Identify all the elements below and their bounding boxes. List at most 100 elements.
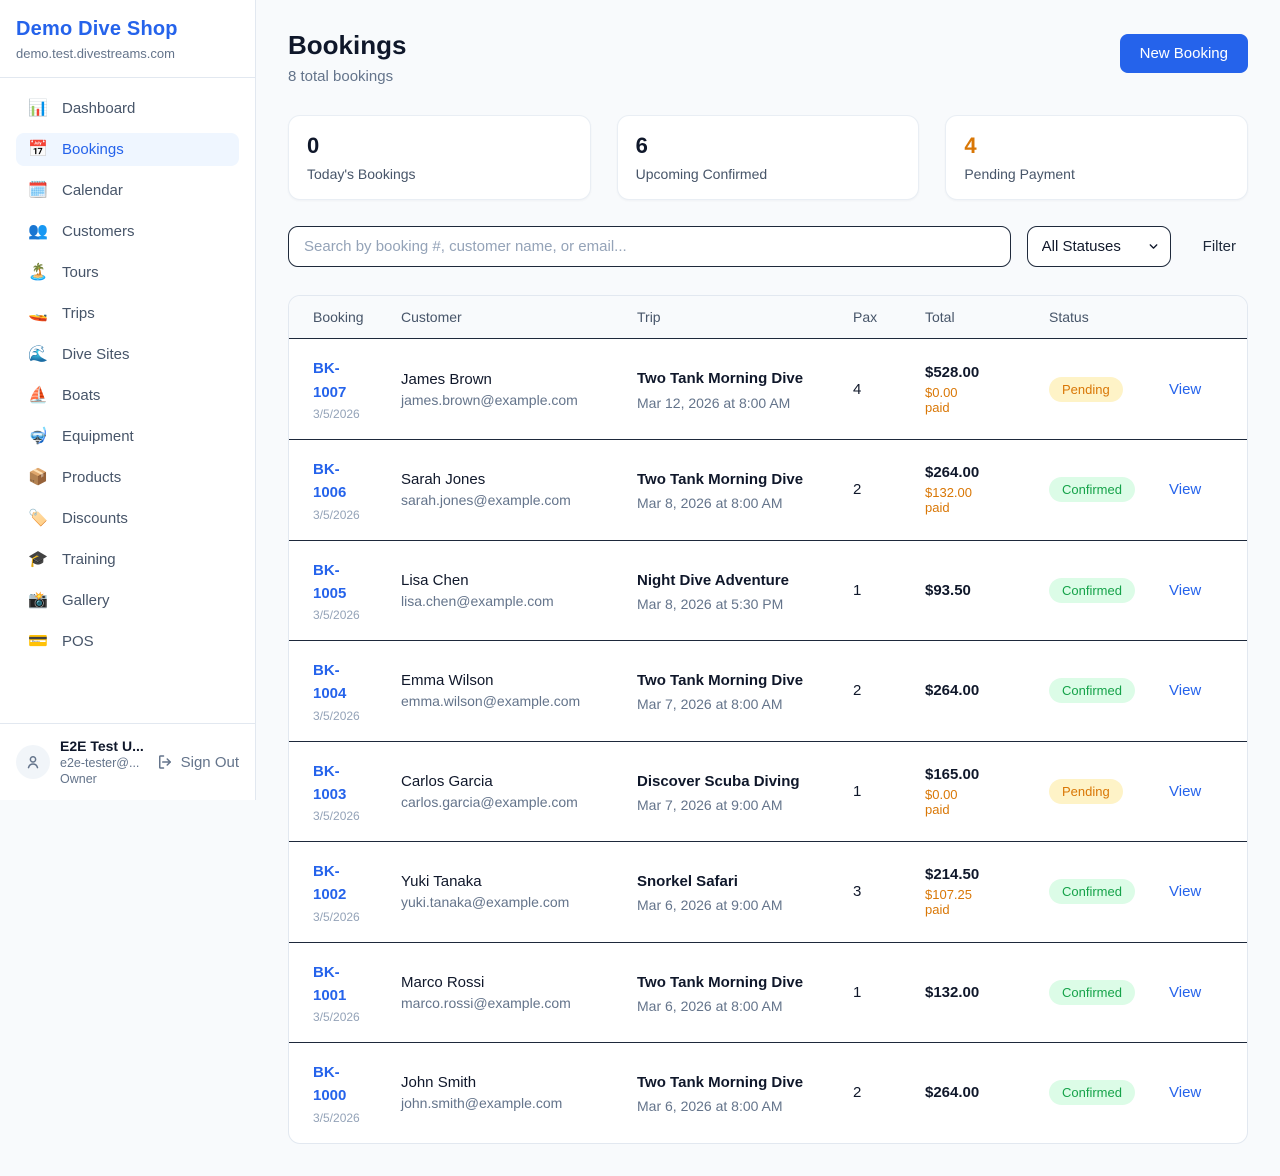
view-link[interactable]: View [1169,1084,1202,1102]
pax-count: 2 [853,481,862,499]
booking-link[interactable]: BK-1000 [313,1064,347,1105]
trip-datetime: Mar 6, 2026 at 8:00 AM [637,997,783,1014]
sidebar-item-boats[interactable]: ⛵ Boats [16,379,239,412]
total-amount: $264.00 [925,464,980,482]
users-icon: 👥 [28,222,48,240]
view-link[interactable]: View [1169,883,1202,901]
view-link[interactable]: View [1169,380,1202,398]
customer-name: Sarah Jones [401,471,486,489]
trip-datetime: Mar 6, 2026 at 9:00 AM [637,897,783,914]
sidebar-item-dive-sites[interactable]: 🌊 Dive Sites [16,338,239,371]
column-header-customer: Customer [401,309,462,325]
total-amount: $264.00 [925,682,980,700]
sidebar-item-label: Equipment [62,428,134,445]
booking-link[interactable]: BK-1003 [313,762,347,803]
status-badge: Pending [1049,778,1123,804]
sidebar-item-gallery[interactable]: 📸 Gallery [16,584,239,617]
stat-card: 0 Today's Bookings [288,115,591,200]
sidebar-item-label: Dive Sites [62,346,130,363]
column-header-trip: Trip [637,309,661,325]
brand-name: Demo Dive Shop [16,18,178,40]
booking-link[interactable]: BK-1006 [313,461,347,502]
sidebar-item-label: Products [62,469,122,486]
trip-datetime: Mar 7, 2026 at 9:00 AM [637,796,783,813]
trip-name: Two Tank Morning Dive [637,973,804,991]
spiral-calendar-icon: 🗓️ [28,181,48,199]
paid-amount: $132.00 paid [925,485,972,516]
user-icon [27,756,39,769]
customer-name: Carlos Garcia [401,772,493,790]
filter-button[interactable]: Filter [1187,230,1248,263]
pax-count: 1 [853,782,862,800]
sidebar-item-label: Bookings [62,141,124,158]
sign-out-button[interactable]: Sign Out [156,753,239,771]
customer-email: emma.wilson@example.com [401,693,581,710]
customer-name: James Brown [401,370,492,388]
customer-email: sarah.jones@example.com [401,492,571,509]
sidebar-item-calendar[interactable]: 🗓️ Calendar [16,174,239,207]
filter-row: All Statuses Filter [288,226,1248,267]
sidebar-item-label: Boats [62,387,101,404]
trip-datetime: Mar 7, 2026 at 8:00 AM [637,696,783,713]
sidebar-item-customers[interactable]: 👥 Customers [16,215,239,248]
sidebar-item-label: Customers [62,223,135,240]
view-link[interactable]: View [1169,581,1202,599]
stat-label: Upcoming Confirmed [635,166,768,182]
booking-date: 3/5/2026 [313,507,360,522]
page-subtitle: 8 total bookings [288,68,394,85]
table-row: BK-1004 3/5/2026 Emma Wilson emma.wilson… [289,640,1247,741]
customer-email: carlos.garcia@example.com [401,793,578,810]
trip-name: Two Tank Morning Dive [637,370,804,388]
page-title: Bookings [288,30,407,60]
paid-amount: $107.25 paid [925,887,972,918]
main-content: Bookings 8 total bookings New Booking 0 … [256,0,1280,1176]
total-amount: $165.00 [925,765,980,783]
table-header: Booking Customer Trip Pax Total Status [289,296,1247,339]
wave-icon: 🌊 [28,345,48,363]
sidebar-item-pos[interactable]: 💳 POS [16,625,239,658]
booking-link[interactable]: BK-1001 [313,963,347,1004]
user-email: e2e-tester@... [60,756,140,770]
bar-chart-icon: 📊 [28,99,48,117]
label-tag-icon: 🏷️ [28,509,48,527]
stats-row: 0 Today's Bookings 6 Upcoming Confirmed … [288,115,1248,200]
credit-card-icon: 💳 [28,632,48,650]
trip-datetime: Mar 8, 2026 at 5:30 PM [637,595,784,612]
sidebar-item-products[interactable]: 📦 Products [16,461,239,494]
sidebar-item-bookings[interactable]: 📅 Bookings [16,133,239,166]
calendar-icon: 📅 [28,140,48,158]
status-filter: All Statuses [1026,226,1171,267]
pax-count: 4 [853,380,862,398]
search-input[interactable] [288,226,1011,267]
sidebar-item-equipment[interactable]: 🤿 Equipment [16,420,239,453]
view-link[interactable]: View [1169,481,1202,499]
column-header-booking: Booking [313,309,364,325]
booking-link[interactable]: BK-1002 [313,863,347,904]
new-booking-button[interactable]: New Booking [1119,34,1248,73]
status-badge: Confirmed [1049,678,1135,704]
total-amount: $214.50 [925,866,980,884]
customer-name: Emma Wilson [401,672,494,690]
customer-email: marco.rossi@example.com [401,994,571,1011]
sidebar-item-discounts[interactable]: 🏷️ Discounts [16,502,239,535]
sidebar-item-tours[interactable]: 🏝️ Tours [16,256,239,289]
customer-name: Yuki Tanaka [401,873,482,891]
booking-link[interactable]: BK-1007 [313,360,347,401]
view-link[interactable]: View [1169,782,1202,800]
sidebar-item-training[interactable]: 🎓 Training [16,543,239,576]
user-meta: E2E Test U... e2e-tester@... Owner [60,738,146,786]
view-link[interactable]: View [1169,682,1202,700]
status-filter-select[interactable]: All Statuses [1026,226,1171,267]
bookings-table: Booking Customer Trip Pax Total Status BK-100… [288,295,1248,1144]
sidebar-item-label: Gallery [62,592,110,609]
status-badge: Confirmed [1049,477,1135,503]
trip-name: Two Tank Morning Dive [637,1074,804,1092]
table-row: BK-1001 3/5/2026 Marco Rossi marco.rossi… [289,941,1247,1043]
view-link[interactable]: View [1169,983,1202,1001]
booking-link[interactable]: BK-1005 [313,561,347,602]
customer-email: lisa.chen@example.com [401,592,554,609]
sidebar-item-trips[interactable]: 🚤 Trips [16,297,239,330]
sidebar-item-dashboard[interactable]: 📊 Dashboard [16,92,239,125]
status-badge: Confirmed [1049,879,1135,905]
booking-link[interactable]: BK-1004 [313,662,347,703]
